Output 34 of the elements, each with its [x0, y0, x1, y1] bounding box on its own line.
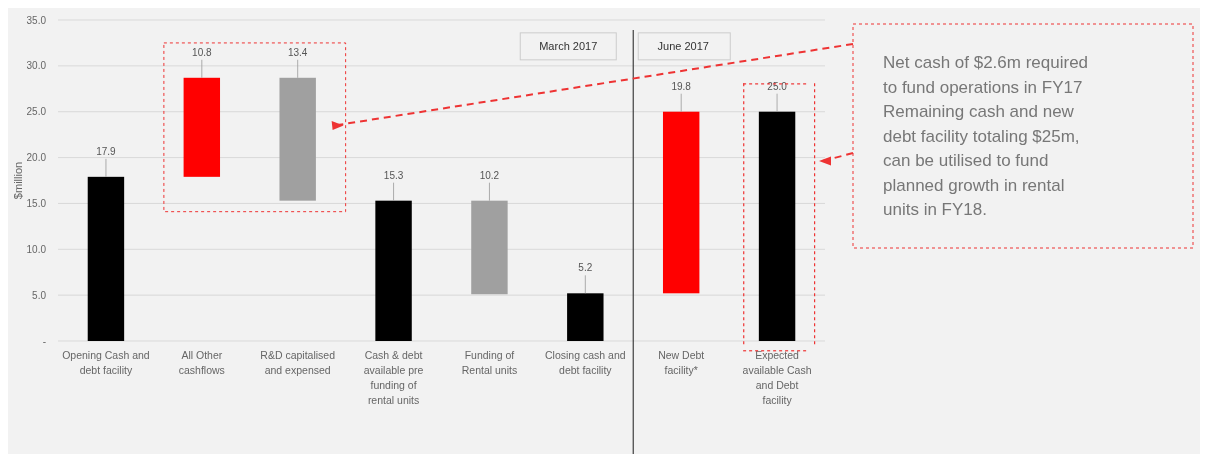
- x-tick-label: Cash & debt available pre funding of rental units: [363, 349, 424, 406]
- data-label: 13.4: [287, 46, 308, 58]
- annotation: March 2017: [539, 39, 598, 52]
- x-tick-label: New Debt facility*: [658, 349, 705, 376]
- x-tick-label: All Other cashflows: [178, 349, 225, 376]
- bar: [567, 293, 604, 341]
- text: Net cash of $2.6m required to fund operations in FY17 Remaining cash and new debt facility totaling $25m, can be utilised to fund planned growth in rental units in FY18.: [883, 53, 1089, 219]
- y-axis-title: $million: [12, 161, 24, 200]
- bar: [758, 111, 796, 341]
- y-tick-label: 35.0: [26, 14, 47, 26]
- bar: [375, 200, 412, 341]
- data-label: 10.8: [192, 46, 212, 58]
- data-label: 25.0: [767, 80, 788, 92]
- y-tick-label: 5.0: [32, 289, 47, 301]
- x-tick-label: R&D capitalised and expensed: [260, 349, 336, 376]
- data-label: 15.3: [383, 169, 404, 181]
- data-label: 17.9: [96, 145, 117, 157]
- annotation: June 2017: [657, 39, 709, 52]
- bar: [183, 77, 221, 177]
- y-tick-label: 25.0: [26, 106, 47, 118]
- bar: [662, 111, 700, 294]
- y-tick-label: 15.0: [26, 197, 47, 209]
- y-tick-label: 20.0: [26, 152, 47, 164]
- bar: [87, 176, 125, 341]
- x-tick-label: Funding of Rental units: [461, 349, 518, 376]
- y-tick-label: 10.0: [26, 243, 47, 255]
- y-tick-label: 30.0: [26, 60, 47, 72]
- x-tick-label: Closing cash and debt facility: [545, 349, 626, 376]
- data-label: 19.8: [671, 80, 692, 92]
- data-label: 10.2: [479, 169, 500, 181]
- x-tick-label: Expected available Cash and Debt facility: [742, 349, 812, 406]
- x-tick-label: Opening Cash and debt facility: [62, 349, 150, 376]
- y-tick-label: -: [42, 335, 46, 347]
- data-label: 5.2: [578, 262, 593, 274]
